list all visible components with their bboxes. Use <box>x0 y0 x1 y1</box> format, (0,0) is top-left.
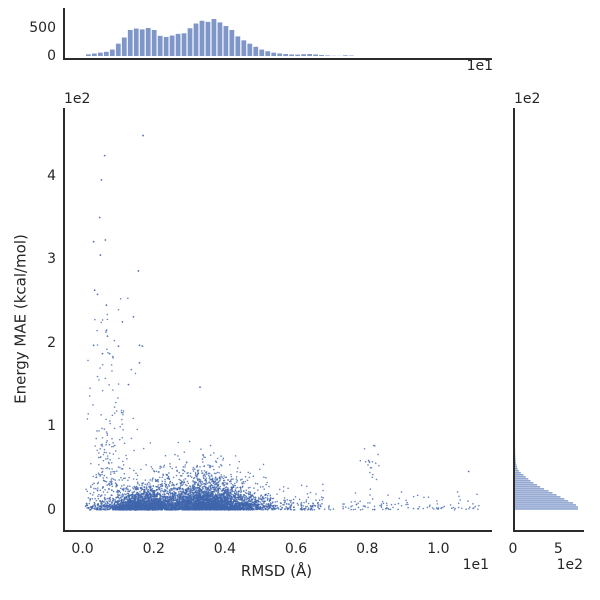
x-axis-label: RMSD (Å) <box>240 562 313 580</box>
main-x-tick-label: 0.8 <box>356 541 379 557</box>
main-x-tick-label: 0.0 <box>71 541 94 557</box>
main-y-tick-label: 3 <box>47 251 56 268</box>
main-x-tick-label: 0.6 <box>284 541 308 557</box>
y-axis-label: Energy MAE (kcal/mol) <box>11 234 30 404</box>
main-x-tick-label: 1.0 <box>427 541 450 557</box>
right-hist-y-offset-label: 1e2 <box>514 91 541 107</box>
main-x-tick-label: 0.2 <box>142 541 165 557</box>
main-y-tick-label: 0 <box>47 501 56 518</box>
main-y-offset-label: 1e2 <box>64 91 91 107</box>
main-y-tick-label: 4 <box>47 167 56 184</box>
top-hist-y-tick-label: 500 <box>29 20 56 36</box>
main-y-tick-label: 2 <box>47 334 56 351</box>
top-hist-x-offset-label: 1e1 <box>466 58 493 74</box>
right-hist-x-tick-label: 5 <box>553 541 563 557</box>
right-hist-x-offset-label: 1e2 <box>556 557 583 573</box>
top-hist-y-tick-label: 0 <box>47 48 56 64</box>
main-x-tick-label: 0.4 <box>213 541 237 557</box>
main-y-tick-label: 1 <box>47 418 56 435</box>
main-x-offset-label: 1e1 <box>462 557 489 573</box>
right-hist-x-tick-label: 0 <box>508 541 518 557</box>
